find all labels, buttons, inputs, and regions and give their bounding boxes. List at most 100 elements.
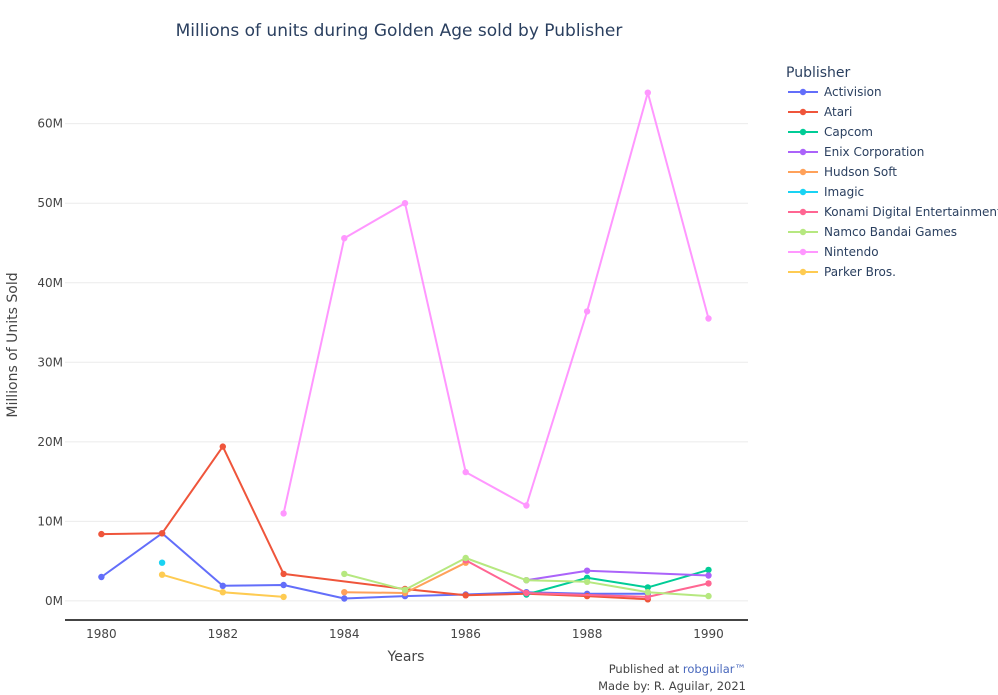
series-konami-digital-entertainment[interactable] <box>462 557 712 601</box>
data-point-namco-bandai-games[interactable] <box>644 589 651 596</box>
legend-swatch-marker <box>799 168 807 176</box>
legend-item-capcom[interactable]: Capcom <box>788 125 873 139</box>
data-point-atari[interactable] <box>98 530 105 538</box>
legend-swatch-marker <box>799 248 807 256</box>
published-prefix: Published at <box>609 662 683 676</box>
legend-item-parker-bros[interactable]: Parker Bros. <box>788 265 896 279</box>
series-line-atari[interactable] <box>100 445 649 601</box>
y-tick-label: 40M <box>37 276 63 290</box>
y-tick-label: 30M <box>37 355 63 369</box>
y-axis-ticks: 0M 10M 20M 30M 40M 50M 60M <box>37 117 63 608</box>
data-point-enix-corporation[interactable] <box>583 567 591 574</box>
series-imagic[interactable] <box>158 559 166 566</box>
data-point-activision[interactable] <box>98 573 105 581</box>
data-point-atari[interactable] <box>158 530 166 537</box>
series-activision[interactable] <box>98 530 651 602</box>
footer: Published at robguilar™ Made by: R. Agui… <box>598 662 746 693</box>
series-line-capcom[interactable] <box>525 568 710 596</box>
series-parker-bros[interactable] <box>158 571 287 601</box>
y-tick-label: 50M <box>37 196 63 210</box>
published-link[interactable]: robguilar™ <box>683 662 746 676</box>
legend-title: Publisher <box>786 65 851 81</box>
data-point-namco-bandai-games[interactable] <box>583 578 591 585</box>
data-point-activision[interactable] <box>341 595 348 602</box>
data-point-nintendo[interactable] <box>401 200 409 207</box>
published-credit: Published at robguilar™ <box>609 662 746 676</box>
x-axis-ticks: 1980 1982 1984 1986 1988 1990 <box>86 627 724 641</box>
data-point-atari[interactable] <box>583 592 591 600</box>
data-point-nintendo[interactable] <box>462 468 469 476</box>
data-point-capcom[interactable] <box>705 566 712 574</box>
data-point-atari[interactable] <box>462 592 469 599</box>
x-tick-label: 1990 <box>693 627 724 641</box>
data-point-activision[interactable] <box>280 581 287 589</box>
y-tick-label: 20M <box>37 435 63 449</box>
legend-item-enix-corporation[interactable]: Enix Corporation <box>788 145 924 159</box>
x-tick-label: 1982 <box>208 627 239 641</box>
legend-item-activision[interactable]: Activision <box>788 85 882 99</box>
legend-swatch-marker <box>799 268 807 276</box>
data-point-nintendo[interactable] <box>523 502 530 509</box>
legend-label: Activision <box>824 85 882 99</box>
data-point-nintendo[interactable] <box>705 315 712 322</box>
series-nintendo[interactable] <box>280 89 712 517</box>
data-point-namco-bandai-games[interactable] <box>462 554 469 562</box>
x-tick-label: 1986 <box>450 627 481 641</box>
data-point-atari[interactable] <box>280 570 287 578</box>
data-point-capcom[interactable] <box>644 584 651 591</box>
legend-item-nintendo[interactable]: Nintendo <box>788 245 879 259</box>
made-by-credit: Made by: R. Aguilar, 2021 <box>598 679 746 693</box>
data-point-nintendo[interactable] <box>280 510 287 517</box>
legend-swatch-marker <box>799 188 807 196</box>
legend-item-konami-digital-entertainment[interactable]: Konami Digital Entertainment <box>788 205 998 219</box>
data-point-konami-digital-entertainment[interactable] <box>523 589 530 597</box>
series-namco-bandai-games[interactable] <box>341 554 712 600</box>
data-point-parker-bros[interactable] <box>280 593 287 601</box>
y-tick-label: 10M <box>37 514 63 528</box>
data-point-parker-bros[interactable] <box>158 571 166 578</box>
data-point-nintendo[interactable] <box>583 308 591 315</box>
data-point-activision[interactable] <box>219 582 226 589</box>
legend[interactable]: Publisher Activision Atari Capcom Enix Corp… <box>786 65 998 279</box>
data-point-atari[interactable] <box>219 443 226 450</box>
series-layer <box>98 89 712 603</box>
chart-title: Millions of units during Golden Age sold… <box>176 21 623 41</box>
legend-item-hudson-soft[interactable]: Hudson Soft <box>788 165 897 179</box>
data-point-nintendo[interactable] <box>644 89 651 96</box>
data-point-namco-bandai-games[interactable] <box>523 577 530 584</box>
y-axis-title: Millions of Units Sold <box>5 272 21 417</box>
data-point-hudson-soft[interactable] <box>341 589 348 596</box>
series-atari[interactable] <box>98 443 651 603</box>
data-point-imagic[interactable] <box>158 559 166 566</box>
data-point-parker-bros[interactable] <box>219 589 226 596</box>
data-point-konami-digital-entertainment[interactable] <box>644 593 651 601</box>
data-point-namco-bandai-games[interactable] <box>401 586 409 593</box>
legend-item-imagic[interactable]: Imagic <box>788 185 864 199</box>
series-line-activision[interactable] <box>100 532 649 600</box>
series-line-nintendo[interactable] <box>282 91 710 515</box>
y-tick-label: 0M <box>45 594 63 608</box>
legend-label: Konami Digital Entertainment <box>824 205 998 219</box>
x-tick-label: 1988 <box>572 627 603 641</box>
legend-swatch-marker <box>799 88 807 96</box>
y-tick-label: 60M <box>37 117 63 131</box>
legend-swatch-marker <box>799 208 807 216</box>
data-point-namco-bandai-games[interactable] <box>705 592 712 600</box>
legend-swatch-marker <box>799 128 807 136</box>
legend-item-namco-bandai-games[interactable]: Namco Bandai Games <box>788 225 957 239</box>
data-point-namco-bandai-games[interactable] <box>341 570 348 578</box>
legend-swatch-marker <box>799 108 807 116</box>
legend-label: Nintendo <box>824 245 879 259</box>
legend-item-atari[interactable]: Atari <box>788 105 852 119</box>
x-tick-label: 1980 <box>86 627 117 641</box>
data-point-konami-digital-entertainment[interactable] <box>705 580 712 587</box>
series-line-konami-digital-entertainment[interactable] <box>464 559 710 598</box>
legend-items[interactable]: Activision Atari Capcom Enix Corporation Hud… <box>788 85 998 279</box>
legend-swatch-marker <box>799 228 807 236</box>
legend-label: Namco Bandai Games <box>824 225 957 239</box>
legend-label: Hudson Soft <box>824 165 897 179</box>
x-axis-title: Years <box>387 649 425 665</box>
legend-label: Capcom <box>824 125 873 139</box>
data-point-nintendo[interactable] <box>341 235 348 242</box>
data-point-enix-corporation[interactable] <box>705 572 712 579</box>
